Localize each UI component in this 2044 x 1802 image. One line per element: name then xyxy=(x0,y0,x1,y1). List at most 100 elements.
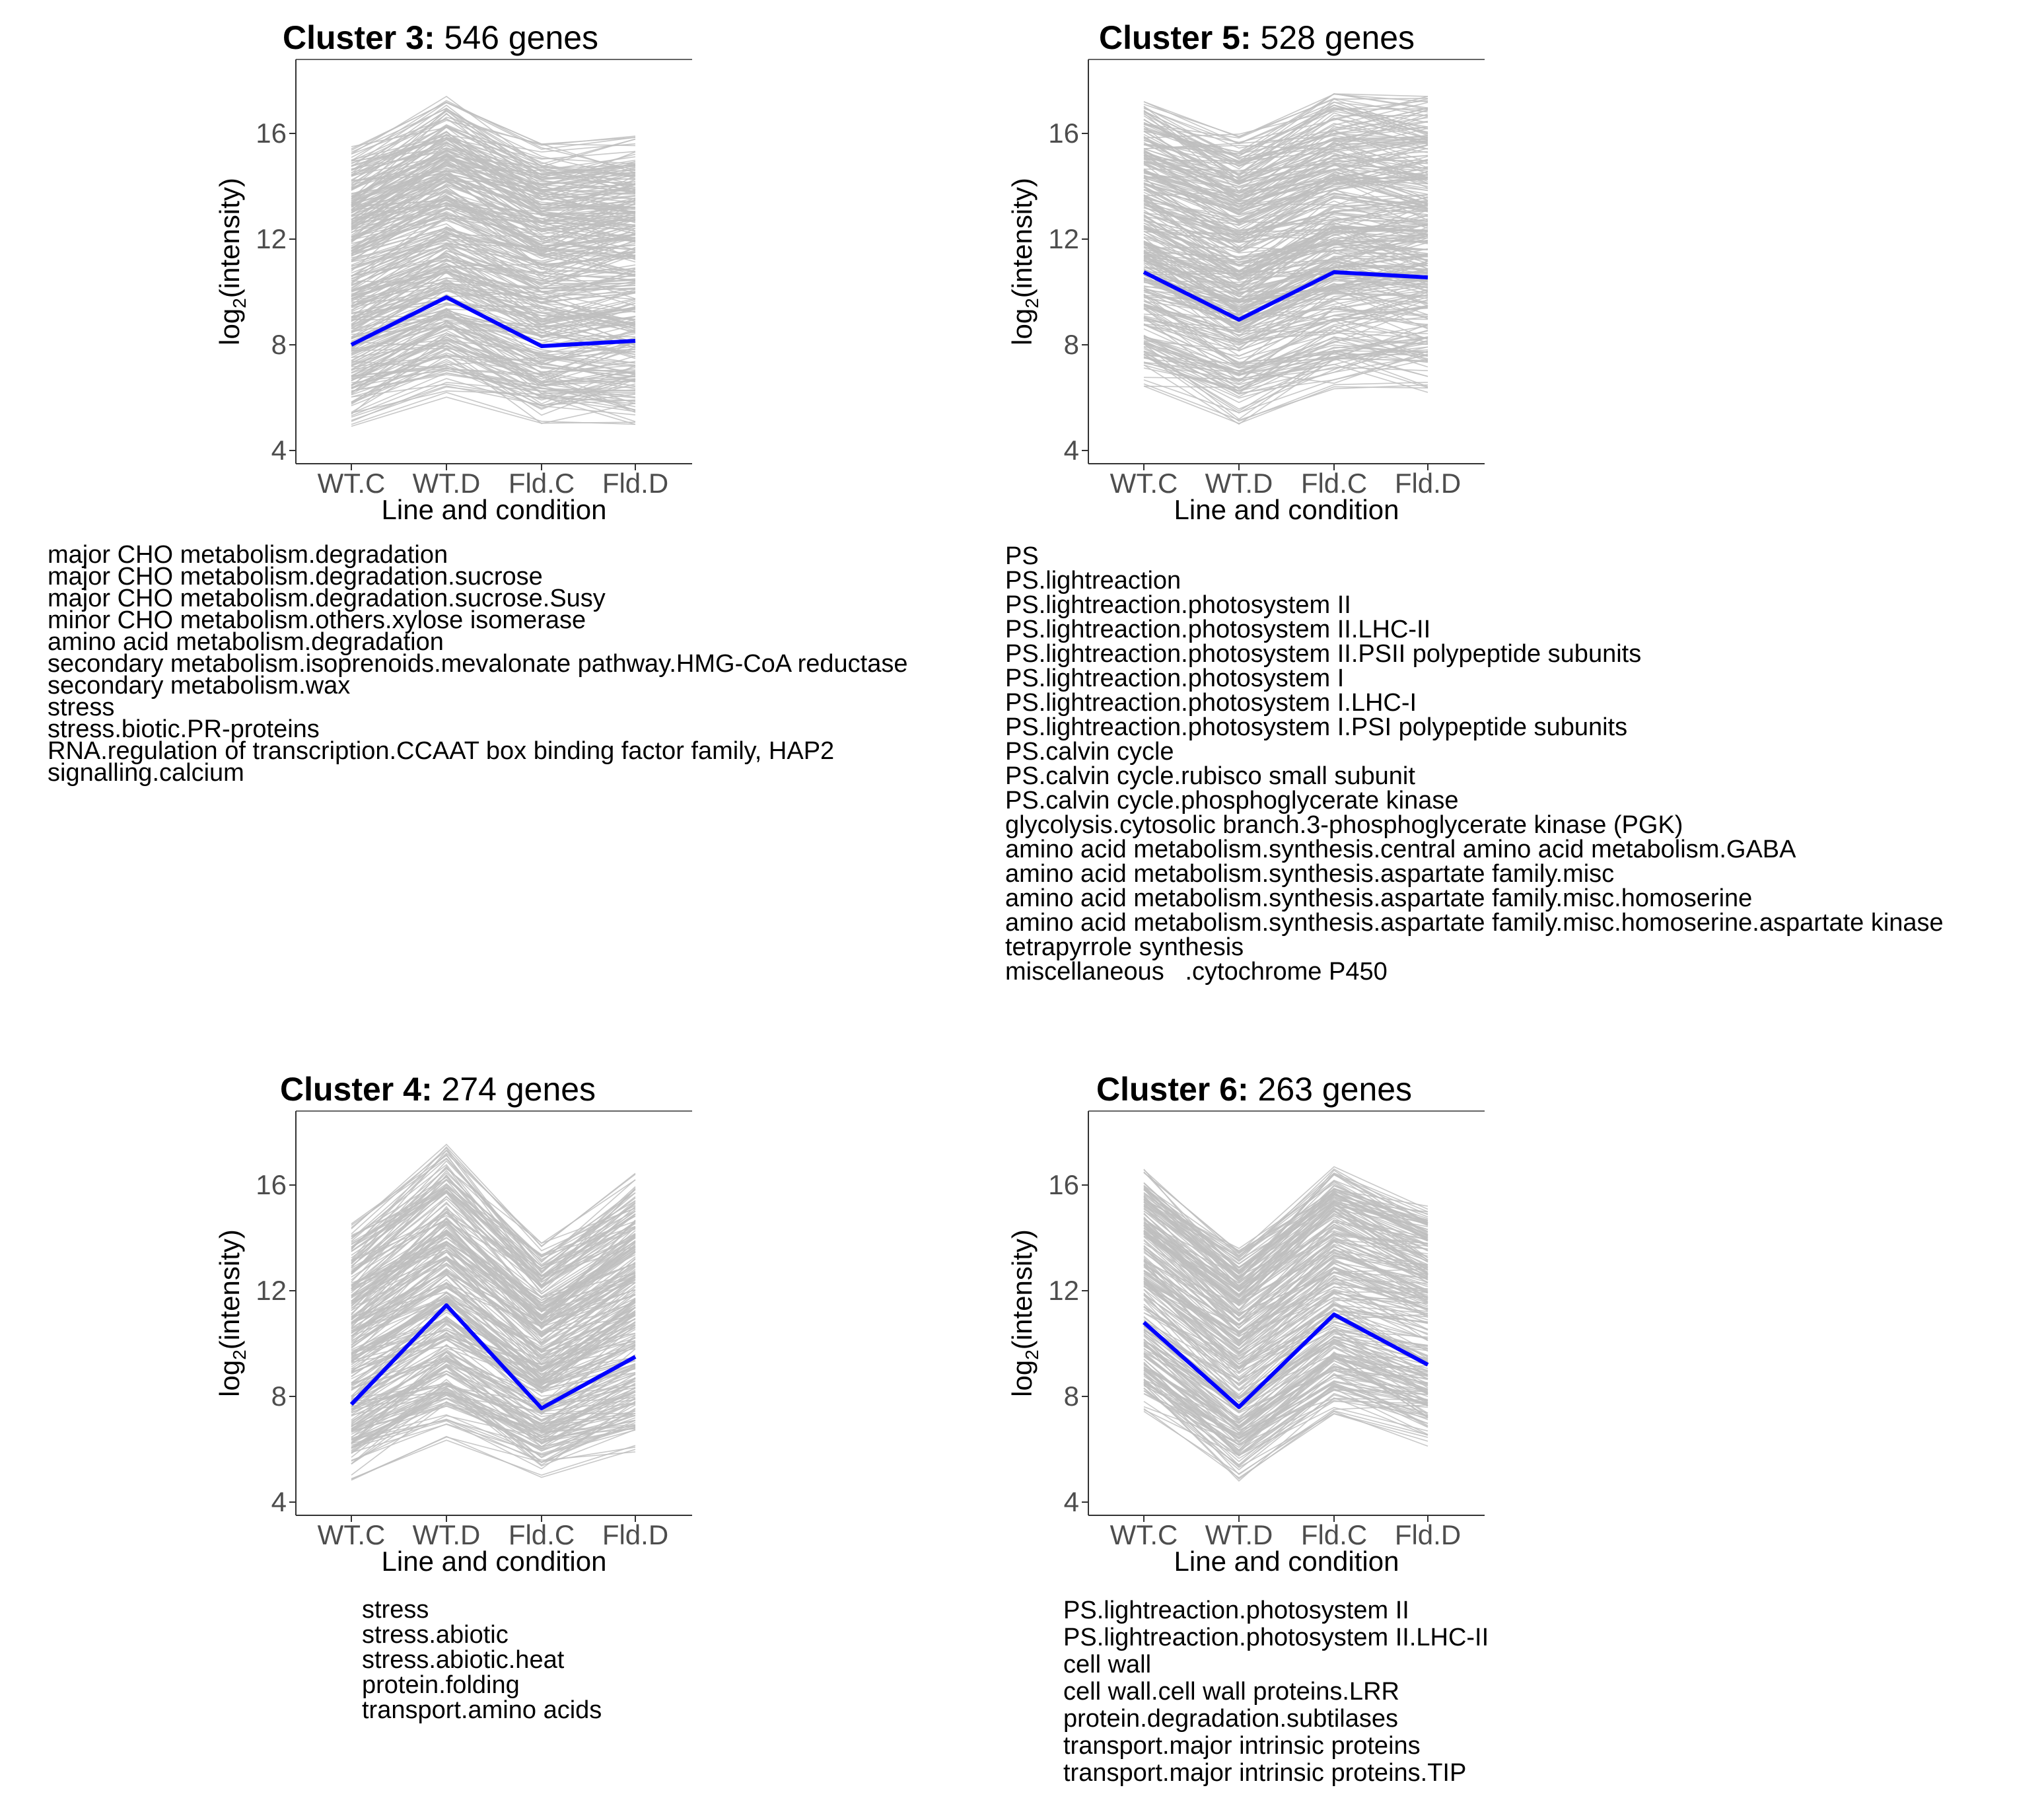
enriched-term: amino acid metabolism.synthesis.aspartat… xyxy=(1005,909,1944,937)
gene-profile-line xyxy=(351,368,636,390)
cluster-3-title-rest: 546 genes xyxy=(435,19,599,56)
gene-profile-line xyxy=(1143,203,1428,273)
gene-profile-line xyxy=(351,1397,636,1433)
cluster-4-title-bold: Cluster 4: xyxy=(280,1071,433,1108)
gene-profile-line xyxy=(351,1249,636,1320)
gene-profile-line xyxy=(1143,1276,1428,1355)
gene-profile-line xyxy=(1143,218,1428,297)
gene-profile-line xyxy=(1143,162,1428,172)
enriched-term: protein.folding xyxy=(362,1671,520,1699)
gene-profile-line xyxy=(1143,201,1428,238)
gene-profile-line xyxy=(351,236,636,289)
gene-profile-line xyxy=(351,1301,636,1385)
gene-profile-line xyxy=(351,1402,636,1476)
gene-profile-line xyxy=(351,1377,636,1444)
gene-profile-line xyxy=(1143,1365,1428,1438)
gene-profile-line xyxy=(1143,258,1428,293)
gene-profile-line xyxy=(351,1334,636,1416)
gene-profile-line xyxy=(351,1223,636,1309)
gene-profile-line xyxy=(1143,93,1428,138)
gene-profile-line xyxy=(351,198,636,221)
chart-1-y-tick-label: 12 xyxy=(1048,223,1079,254)
chart-2-x-tick-label: Fld.C xyxy=(509,1519,575,1550)
gene-profile-line xyxy=(1143,171,1428,205)
enriched-term: PS.lightreaction.photosystem II.PSII pol… xyxy=(1005,640,1642,668)
gene-profile-line xyxy=(1143,1187,1428,1279)
gene-profile-line xyxy=(351,1172,636,1268)
chart-3-x-tick-label: Fld.C xyxy=(1301,1519,1367,1550)
gene-profile-line xyxy=(351,1212,636,1287)
cluster-5-title-bold: Cluster 5: xyxy=(1099,19,1251,56)
gene-profile-line xyxy=(351,258,636,320)
gene-profile-line xyxy=(351,1218,636,1306)
gene-profile-line xyxy=(351,1316,636,1385)
gene-profile-line xyxy=(351,1398,636,1449)
gene-profile-line xyxy=(1143,1168,1428,1262)
gene-profile-line xyxy=(351,326,636,367)
gene-profile-line xyxy=(351,1241,636,1317)
chart-0-y-axis-title-log: log xyxy=(214,308,245,345)
cluster-6-title: Cluster 6: 263 genes xyxy=(1096,1070,1412,1108)
gene-profile-line xyxy=(351,120,636,174)
gene-profile-line xyxy=(1143,121,1428,167)
gene-profile-line xyxy=(1143,1355,1428,1420)
chart-3-y-tick-label: 12 xyxy=(1048,1275,1079,1306)
gene-profile-line xyxy=(1143,1389,1428,1443)
gene-profile-line xyxy=(1143,225,1428,282)
gene-profile-line xyxy=(351,234,636,276)
chart-2-x-tick-label: Fld.D xyxy=(602,1519,668,1550)
gene-profile-line xyxy=(351,1215,636,1269)
gene-profile-line xyxy=(351,1436,636,1480)
enriched-term: stress.abiotic.heat xyxy=(362,1646,565,1674)
gene-profile-line xyxy=(1143,192,1428,242)
gene-profile-line xyxy=(351,1418,636,1456)
gene-profile-line xyxy=(351,334,636,415)
chart-0-y-tick-label: 16 xyxy=(256,118,287,149)
gene-profile-line xyxy=(1143,98,1428,139)
gene-profile-line xyxy=(1143,305,1428,367)
chart-3-x-tick-label: WT.C xyxy=(1110,1519,1178,1550)
chart-3-x-axis-title: Line and condition xyxy=(1174,1546,1399,1577)
gene-profile-line xyxy=(1143,258,1428,288)
gene-profile-line xyxy=(1143,1226,1428,1317)
gene-profile-line xyxy=(1143,168,1428,207)
chart-0-x-tick-label: WT.C xyxy=(318,468,386,499)
gene-profile-line xyxy=(351,176,636,223)
gene-profile-line xyxy=(1143,358,1428,425)
chart-1-y-axis-title-rest: (intensity) xyxy=(1006,178,1038,298)
chart-0-x-tick-label: Fld.D xyxy=(602,468,668,499)
chart-2-y-axis-title: log2(intensity) xyxy=(214,1229,250,1397)
enriched-term: tetrapyrrole synthesis xyxy=(1005,933,1244,961)
gene-profile-line xyxy=(1143,1334,1428,1409)
gene-profile-line xyxy=(1143,1279,1428,1334)
gene-profile-line xyxy=(1143,268,1428,350)
chart-1-y-tick-label: 16 xyxy=(1048,118,1079,149)
gene-profile-line xyxy=(351,340,636,386)
gene-profile-line xyxy=(1143,1227,1428,1303)
enriched-term: RNA.regulation of transcription.CCAAT bo… xyxy=(48,737,835,765)
gene-profile-line xyxy=(1143,1323,1428,1400)
gene-profile-line xyxy=(351,252,636,325)
cluster-3-title-bold: Cluster 3: xyxy=(283,19,435,56)
gene-profile-line xyxy=(351,101,636,167)
gene-profile-line xyxy=(1143,1221,1428,1289)
gene-profile-line xyxy=(1143,223,1428,244)
gene-profile-line xyxy=(351,118,636,186)
gene-profile-line xyxy=(351,1356,636,1416)
gene-profile-line xyxy=(1143,1364,1428,1431)
gene-profile-line xyxy=(351,1383,636,1445)
gene-profile-line xyxy=(1143,1309,1428,1373)
gene-profile-line xyxy=(351,320,636,382)
gene-profile-line xyxy=(1143,1331,1428,1423)
cluster-5-title-rest: 528 genes xyxy=(1251,19,1415,56)
gene-profile-line xyxy=(1143,1187,1428,1269)
chart-2-mean-line xyxy=(349,1303,637,1410)
gene-profile-line xyxy=(351,1170,636,1276)
enriched-term: stress xyxy=(48,694,115,721)
gene-profile-line xyxy=(351,108,636,165)
chart-0-y-axis-title-rest: (intensity) xyxy=(214,178,245,298)
gene-profile-line xyxy=(351,244,636,318)
chart-2-x-tick-label: WT.C xyxy=(318,1519,386,1550)
enriched-term: PS.lightreaction.photosystem II xyxy=(1063,1597,1409,1624)
